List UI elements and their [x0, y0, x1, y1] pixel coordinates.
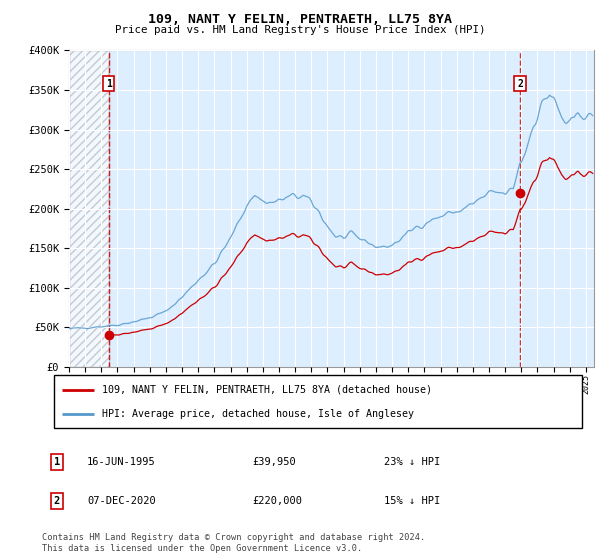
- Text: 1: 1: [106, 78, 112, 88]
- Text: 109, NANT Y FELIN, PENTRAETH, LL75 8YA (detached house): 109, NANT Y FELIN, PENTRAETH, LL75 8YA (…: [101, 385, 431, 395]
- Text: £220,000: £220,000: [252, 496, 302, 506]
- Text: 23% ↓ HPI: 23% ↓ HPI: [384, 457, 440, 467]
- Bar: [69, 50, 109, 367]
- Text: 2: 2: [517, 78, 523, 88]
- Text: Contains HM Land Registry data © Crown copyright and database right 2024.
This d: Contains HM Land Registry data © Crown c…: [42, 533, 425, 553]
- Text: 2: 2: [54, 496, 60, 506]
- Text: £39,950: £39,950: [252, 457, 296, 467]
- Text: 07-DEC-2020: 07-DEC-2020: [87, 496, 156, 506]
- Text: HPI: Average price, detached house, Isle of Anglesey: HPI: Average price, detached house, Isle…: [101, 409, 413, 419]
- Text: 1: 1: [54, 457, 60, 467]
- Text: 16-JUN-1995: 16-JUN-1995: [87, 457, 156, 467]
- Text: Price paid vs. HM Land Registry's House Price Index (HPI): Price paid vs. HM Land Registry's House …: [115, 25, 485, 35]
- Text: 109, NANT Y FELIN, PENTRAETH, LL75 8YA: 109, NANT Y FELIN, PENTRAETH, LL75 8YA: [148, 13, 452, 26]
- FancyBboxPatch shape: [54, 375, 582, 428]
- Text: 15% ↓ HPI: 15% ↓ HPI: [384, 496, 440, 506]
